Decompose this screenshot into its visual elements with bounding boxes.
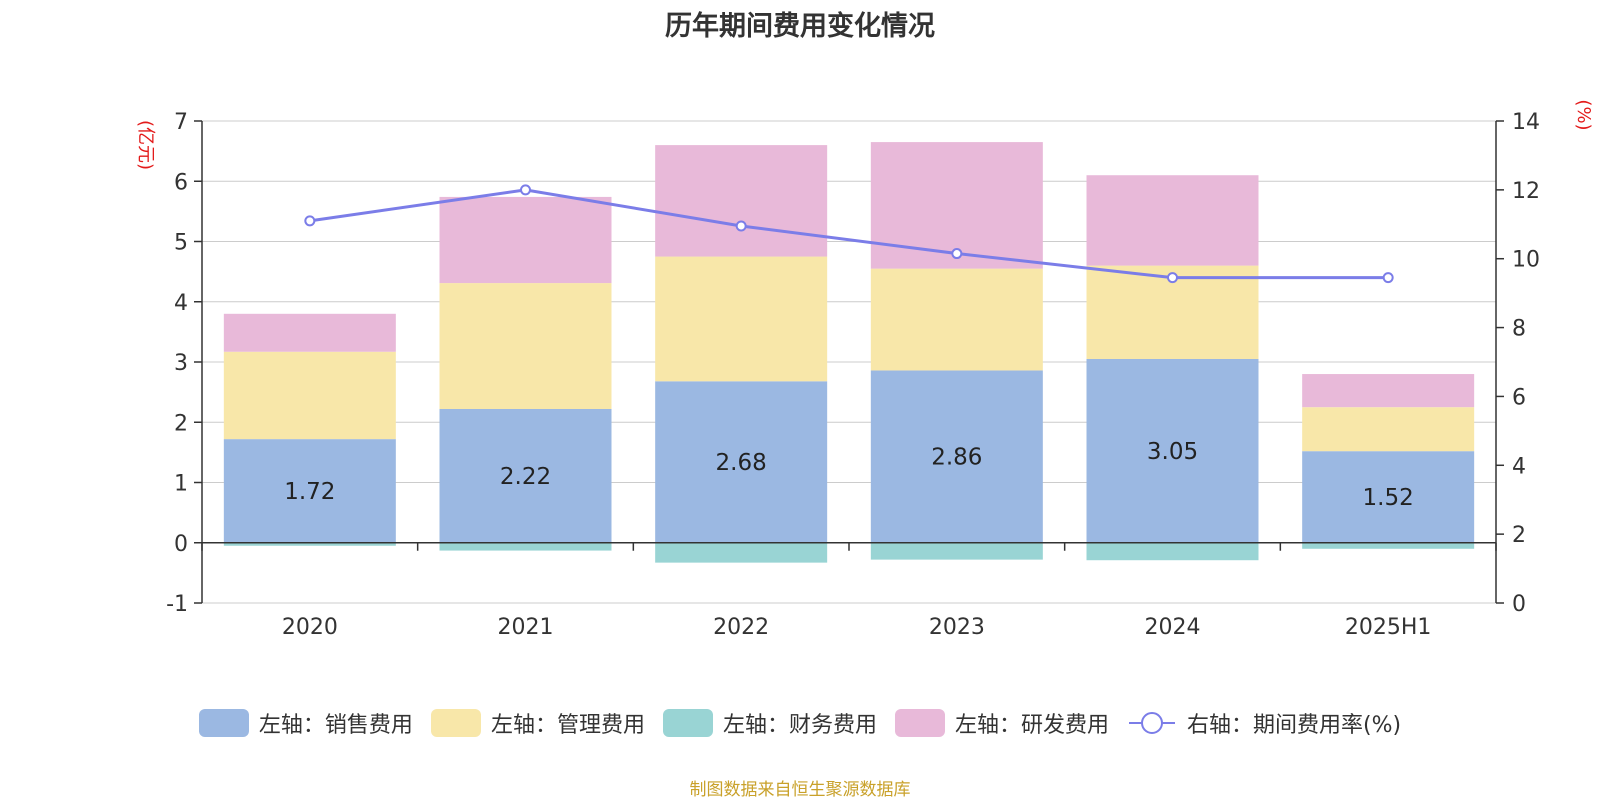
rate-point <box>1382 272 1394 284</box>
chart-title: 历年期间费用变化情况 <box>665 11 935 42</box>
source-footer: 制图数据来自恒生聚源数据库 <box>689 780 911 800</box>
left-tick-label: 3 <box>174 351 188 376</box>
line-series <box>304 184 1394 284</box>
bar-segment-3 <box>1302 374 1475 408</box>
rate-point <box>951 248 963 260</box>
legend-label: 右轴：期间费用率(%) <box>1186 713 1402 738</box>
bar-data-label: 2.86 <box>931 445 982 471</box>
left-axis-unit: (亿元) <box>135 120 156 170</box>
bar-segment-1 <box>655 256 828 382</box>
bar-segment-2 <box>439 542 612 551</box>
right-tick-label: 14 <box>1512 110 1540 135</box>
bar-segment-3 <box>655 145 828 257</box>
legend-swatch <box>662 709 713 737</box>
bar-data-label: 1.52 <box>1363 485 1414 511</box>
left-tick-label: -1 <box>166 592 188 617</box>
bar-segment-2 <box>870 542 1043 560</box>
left-tick-label: 2 <box>174 411 188 436</box>
legend-item-2[interactable]: 左轴：财务费用 <box>662 707 877 739</box>
bar-segment-2 <box>655 542 828 563</box>
legend-line-marker <box>1128 712 1175 734</box>
legend-item-1[interactable]: 左轴：管理费用 <box>430 707 645 739</box>
bar-data-label: 3.05 <box>1147 439 1198 465</box>
rate-line <box>309 188 1389 280</box>
left-tick-label: 6 <box>174 170 188 195</box>
bar-segment-0 <box>1086 358 1259 543</box>
left-tick-label: 7 <box>174 110 188 135</box>
legend-label: 左轴：研发费用 <box>954 713 1109 738</box>
bar-segment-0 <box>439 408 612 543</box>
bar-segment-1 <box>439 283 612 409</box>
category-label: 2020 <box>282 615 338 640</box>
rate-point <box>735 220 747 232</box>
legend: 左轴：销售费用 左轴：管理费用 左轴：财务费用 左轴：研发费用 右轴：期间费用率(%) <box>0 705 1600 741</box>
rate-point <box>1167 272 1178 284</box>
bar-segment-3 <box>439 196 612 284</box>
legend-swatch <box>894 709 945 737</box>
bar-segment-3 <box>223 313 396 352</box>
bar-segment-3 <box>1086 175 1259 266</box>
category-label: 2021 <box>498 615 554 640</box>
bar-segment-2 <box>1302 542 1475 549</box>
legend-label: 左轴：财务费用 <box>722 713 877 738</box>
labels: 1.72 2.22 2.68 2.86 3.05 1.52 <box>284 439 1414 511</box>
bar-segment-1 <box>223 351 396 440</box>
legend-item-3[interactable]: 左轴：研发费用 <box>894 707 1109 739</box>
bar-segment-2 <box>223 542 396 546</box>
bar-data-label: 2.68 <box>716 450 767 476</box>
category-label: 2023 <box>929 615 985 640</box>
bar-segment-1 <box>1302 407 1475 452</box>
legend-label: 左轴：管理费用 <box>490 713 645 738</box>
right-tick-label: 6 <box>1512 385 1526 410</box>
bar-segment-0 <box>655 381 828 543</box>
grid-lines <box>202 120 1496 604</box>
rate-point <box>304 215 316 227</box>
right-tick-label: 4 <box>1512 454 1526 479</box>
right-tick-label: 10 <box>1512 248 1540 273</box>
rate-point <box>520 184 531 196</box>
left-tick-label: 5 <box>174 231 188 256</box>
legend-item-4[interactable]: 右轴：期间费用率(%) <box>1127 707 1401 739</box>
category-label: 2025H1 <box>1345 615 1432 640</box>
right-tick-label: 8 <box>1512 317 1526 342</box>
legend-swatch <box>198 709 249 737</box>
bar-series <box>223 142 1475 563</box>
legend-label: 左轴：销售费用 <box>258 713 413 738</box>
right-axis-unit: (%) <box>1573 99 1594 130</box>
bar-data-label: 1.72 <box>284 479 335 505</box>
bar-segment-0 <box>870 370 1043 543</box>
category-label: 2022 <box>713 615 769 640</box>
legend-item-0[interactable]: 左轴：销售费用 <box>198 707 413 739</box>
left-tick-label: 4 <box>174 291 188 316</box>
legend-swatch <box>430 709 481 737</box>
bar-segment-0 <box>223 439 396 543</box>
right-tick-label: 2 <box>1512 523 1526 548</box>
bar-segment-0 <box>1302 451 1475 543</box>
left-tick-label: 0 <box>174 532 188 557</box>
right-tick-label: 12 <box>1512 179 1540 204</box>
category-label: 2024 <box>1145 615 1201 640</box>
left-tick-label: 1 <box>174 472 188 497</box>
bar-segment-2 <box>1086 542 1259 561</box>
bar-data-label: 2.22 <box>500 464 551 490</box>
bar-segment-1 <box>870 268 1043 371</box>
right-tick-label: 0 <box>1512 592 1526 617</box>
